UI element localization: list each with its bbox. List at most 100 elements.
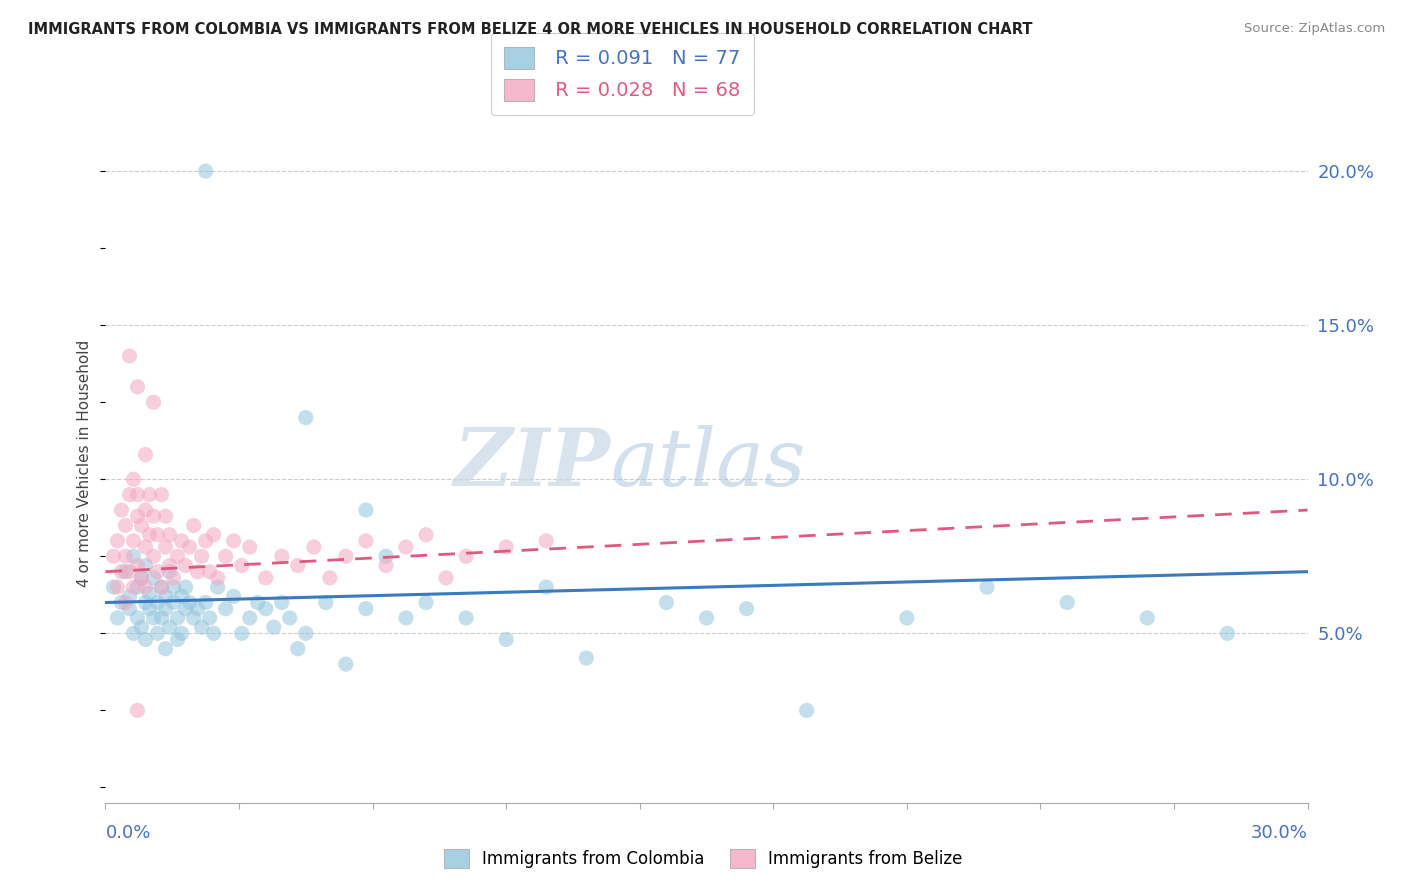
Y-axis label: 4 or more Vehicles in Household: 4 or more Vehicles in Household	[77, 340, 93, 588]
Point	[122, 533, 145, 548]
Point	[142, 395, 165, 409]
Point	[114, 565, 136, 579]
Point	[287, 641, 309, 656]
Point	[131, 571, 153, 585]
Point	[335, 549, 357, 564]
Legend:  R = 0.091   N = 77,  R = 0.028   N = 68: R = 0.091 N = 77, R = 0.028 N = 68	[491, 33, 754, 115]
Point	[354, 503, 377, 517]
Point	[127, 509, 149, 524]
Point	[142, 549, 165, 564]
Point	[534, 580, 557, 594]
Point	[114, 595, 136, 609]
Point	[118, 590, 141, 604]
Point	[231, 558, 253, 573]
Point	[222, 533, 245, 548]
Point	[159, 527, 181, 541]
Point	[155, 509, 177, 524]
Point	[270, 595, 292, 609]
Point	[222, 590, 245, 604]
Point	[976, 580, 998, 594]
Point	[896, 611, 918, 625]
Point	[374, 549, 398, 564]
Point	[155, 601, 177, 615]
Point	[138, 586, 160, 600]
Point	[118, 349, 141, 363]
Point	[207, 571, 229, 585]
Point	[287, 558, 309, 573]
Point	[575, 651, 598, 665]
Text: atlas: atlas	[610, 425, 806, 502]
Point	[107, 611, 129, 625]
Point	[131, 518, 153, 533]
Point	[395, 540, 418, 554]
Point	[166, 549, 188, 564]
Point	[207, 580, 229, 594]
Point	[127, 703, 149, 717]
Point	[190, 620, 212, 634]
Point	[246, 595, 269, 609]
Point	[166, 632, 188, 647]
Point	[159, 558, 181, 573]
Point	[231, 626, 253, 640]
Text: IMMIGRANTS FROM COLOMBIA VS IMMIGRANTS FROM BELIZE 4 OR MORE VEHICLES IN HOUSEHO: IMMIGRANTS FROM COLOMBIA VS IMMIGRANTS F…	[28, 22, 1032, 37]
Point	[263, 620, 285, 634]
Point	[103, 580, 125, 594]
Point	[174, 580, 197, 594]
Point	[146, 527, 169, 541]
Point	[278, 611, 301, 625]
Point	[142, 571, 165, 585]
Point	[166, 611, 188, 625]
Point	[214, 549, 236, 564]
Point	[118, 601, 141, 615]
Point	[796, 703, 818, 717]
Point	[170, 626, 193, 640]
Point	[138, 527, 160, 541]
Point	[183, 518, 205, 533]
Point	[335, 657, 357, 672]
Point	[415, 595, 437, 609]
Point	[239, 611, 262, 625]
Point	[495, 540, 517, 554]
Point	[295, 626, 318, 640]
Point	[254, 571, 277, 585]
Text: ZIP: ZIP	[454, 425, 610, 502]
Point	[122, 580, 145, 594]
Point	[696, 611, 718, 625]
Point	[319, 571, 342, 585]
Point	[254, 601, 277, 615]
Point	[107, 533, 129, 548]
Text: Source: ZipAtlas.com: Source: ZipAtlas.com	[1244, 22, 1385, 36]
Point	[135, 595, 157, 609]
Point	[118, 488, 141, 502]
Point	[122, 472, 145, 486]
Point	[127, 488, 149, 502]
Text: 0.0%: 0.0%	[105, 824, 150, 842]
Point	[174, 601, 197, 615]
Point	[162, 580, 184, 594]
Point	[114, 518, 136, 533]
Point	[162, 595, 184, 609]
Point	[155, 590, 177, 604]
Point	[150, 580, 173, 594]
Point	[142, 611, 165, 625]
Point	[434, 571, 457, 585]
Point	[735, 601, 758, 615]
Point	[114, 549, 136, 564]
Point	[135, 580, 157, 594]
Point	[214, 601, 236, 615]
Point	[174, 558, 197, 573]
Point	[146, 626, 169, 640]
Point	[135, 540, 157, 554]
Point	[354, 601, 377, 615]
Point	[135, 448, 157, 462]
Point	[110, 503, 132, 517]
Text: 30.0%: 30.0%	[1251, 824, 1308, 842]
Point	[295, 410, 318, 425]
Point	[202, 527, 225, 541]
Point	[655, 595, 678, 609]
Point	[118, 565, 141, 579]
Legend: Immigrants from Colombia, Immigrants from Belize: Immigrants from Colombia, Immigrants fro…	[437, 843, 969, 875]
Point	[1056, 595, 1078, 609]
Point	[155, 641, 177, 656]
Point	[155, 540, 177, 554]
